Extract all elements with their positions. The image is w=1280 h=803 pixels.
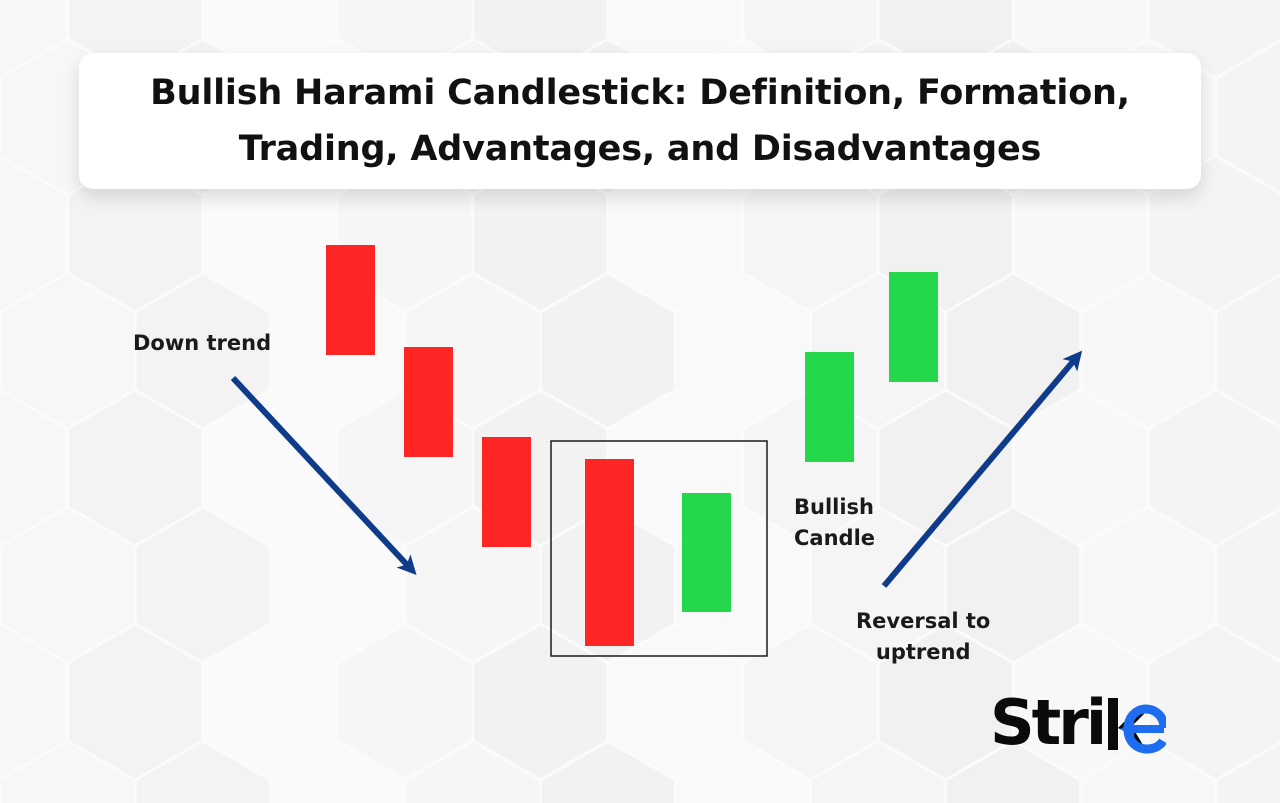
page-title: Bullish Harami Candlestick: Definition, … (150, 65, 1130, 177)
harami-pattern-box (550, 440, 768, 657)
bullish-label-line-1: Bullish (794, 495, 875, 519)
reversal-label-line-2: uptrend (875, 640, 971, 664)
bullish-candle-1 (805, 352, 854, 462)
background-hexagon (1214, 741, 1280, 803)
background-hexagon (944, 739, 1083, 803)
bullish-candle-label: Bullish Candle (794, 492, 875, 554)
background-hexagon (809, 739, 948, 803)
bullish-candle-2 (889, 272, 938, 382)
uptrend-arrow (881, 350, 1083, 588)
logo-ke-arrow-icon (1108, 698, 1167, 754)
background-hexagon (674, 739, 813, 803)
harami-bearish-mother-candle (585, 459, 634, 646)
reversal-label-line-1: Reversal to (856, 609, 991, 633)
bullish-label-line-2: Candle (794, 526, 876, 550)
background-hexagon (403, 739, 542, 803)
title-line-2: Trading, Advantages, and Disadvantages (238, 129, 1042, 169)
background-hexagon (133, 739, 272, 803)
bearish-candle-3 (482, 437, 531, 547)
bearish-candle-1 (326, 245, 375, 355)
background-hexagon (538, 739, 677, 803)
down-trend-arrow (230, 375, 417, 576)
background-hexagon (0, 739, 137, 803)
bearish-candle-2 (404, 347, 453, 457)
title-line-1: Bullish Harami Candlestick: Definition, … (150, 73, 1130, 113)
background-hexagon (1079, 739, 1218, 803)
title-card: Bullish Harami Candlestick: Definition, … (79, 53, 1201, 189)
strike-logo: Stri (990, 686, 1167, 759)
reversal-label: Reversal to uptrend (856, 606, 990, 668)
harami-bullish-inside-candle (682, 493, 731, 612)
background-hexagon (268, 739, 407, 803)
down-trend-label: Down trend (133, 331, 272, 355)
logo-text: Stri (990, 686, 1107, 759)
